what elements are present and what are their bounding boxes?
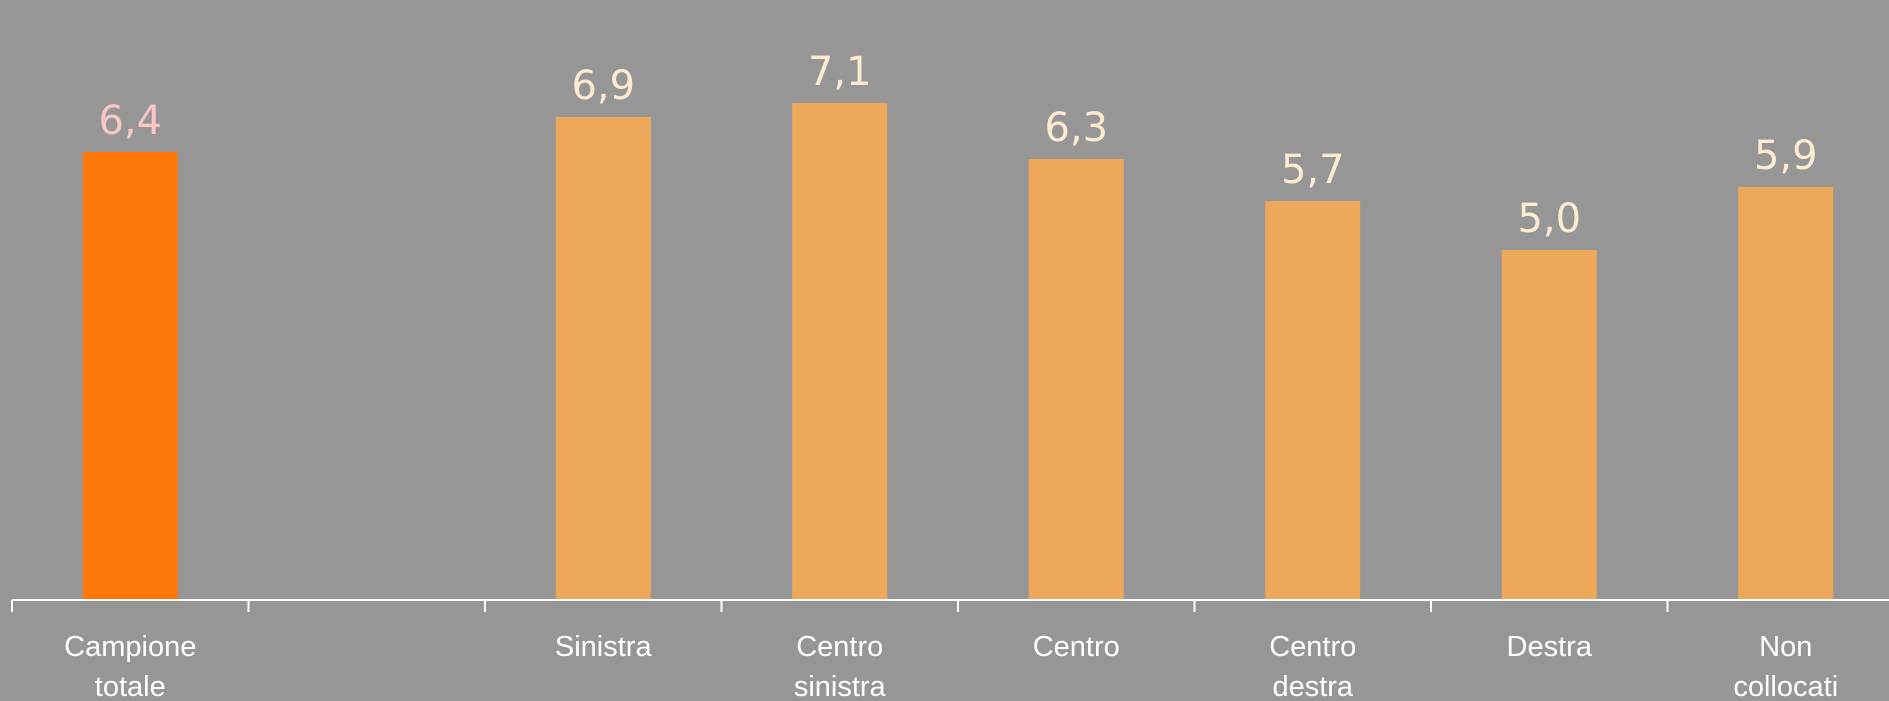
category-label: Centro xyxy=(796,631,883,663)
bar xyxy=(1501,250,1597,600)
bar xyxy=(792,103,888,600)
bar xyxy=(1738,187,1834,600)
category-labels-group: Campione totale Sinistra Centro sinistra Cent… xyxy=(64,631,1838,701)
category-label: sinistra xyxy=(794,671,887,701)
bar xyxy=(1028,159,1124,600)
bar xyxy=(82,152,178,600)
bar-value-label: 7,1 xyxy=(808,49,872,95)
category-label: Destra xyxy=(1507,631,1593,663)
category-label: destra xyxy=(1272,671,1353,701)
bars-group xyxy=(82,103,1834,600)
value-labels-group: 6,4 6,9 7,1 6,3 5,7 5,0 5,9 xyxy=(98,49,1817,242)
category-label: Centro xyxy=(1033,631,1120,663)
bar-value-label: 5,7 xyxy=(1281,147,1345,193)
category-label: Campione xyxy=(64,631,196,663)
bar-value-label: 6,4 xyxy=(98,98,162,144)
category-label: Sinistra xyxy=(555,631,653,663)
category-label: totale xyxy=(95,671,166,701)
bar-value-label: 5,9 xyxy=(1754,133,1818,179)
x-axis-ticks xyxy=(11,600,1669,612)
bar xyxy=(555,117,651,600)
bar xyxy=(1265,201,1361,600)
bar-value-label: 6,9 xyxy=(571,63,635,109)
category-label: Non xyxy=(1759,631,1812,663)
bar-value-label: 6,3 xyxy=(1044,105,1108,151)
category-label: Centro xyxy=(1269,631,1356,663)
bar-value-label: 5,0 xyxy=(1517,196,1581,242)
category-label: collocati xyxy=(1733,671,1838,701)
